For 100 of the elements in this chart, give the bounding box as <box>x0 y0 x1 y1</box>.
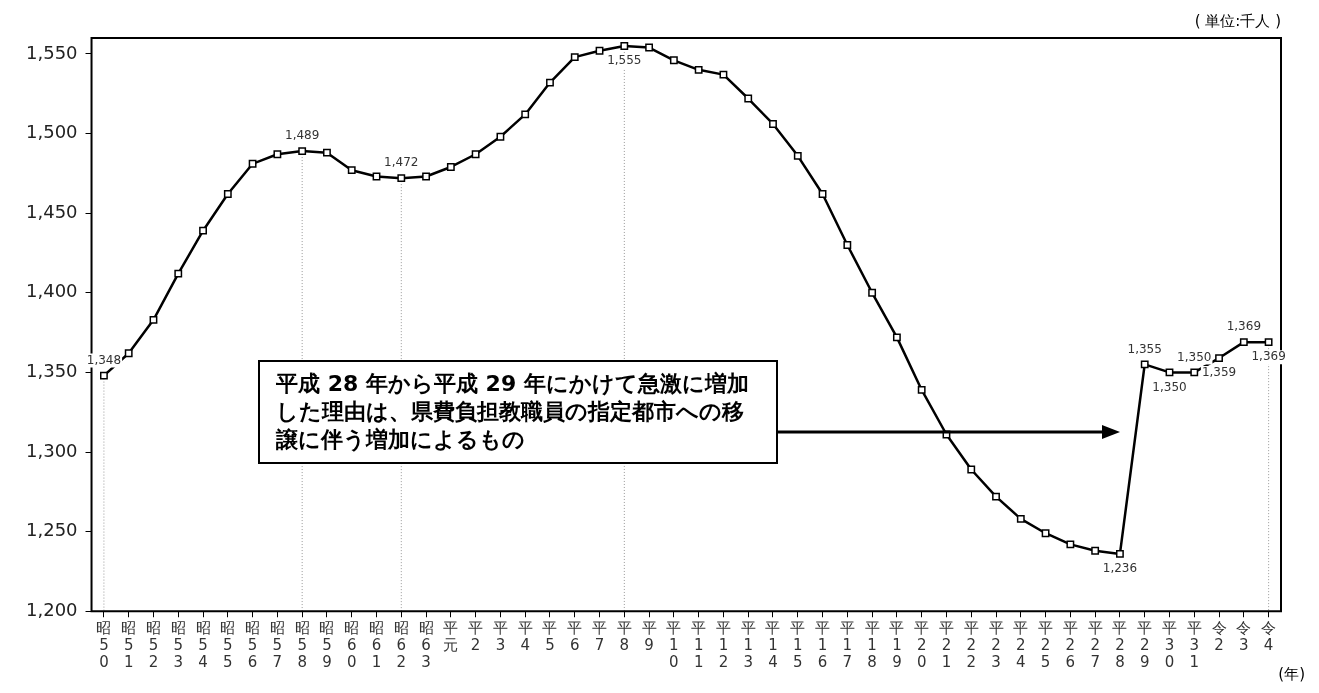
x-tick-label: 昭50 <box>96 618 112 672</box>
point <box>1066 540 1075 549</box>
y-tick-label: 1,400 <box>26 280 78 302</box>
point <box>298 147 307 155</box>
data-label: 1,489 <box>284 128 320 143</box>
point <box>149 315 158 324</box>
point <box>397 174 406 183</box>
x-tick-label: 昭58 <box>294 618 310 672</box>
x-tick-label: 平5 <box>542 618 558 655</box>
x-tick-label: 平27 <box>1087 618 1103 672</box>
x-tick-label: 平8 <box>616 618 632 655</box>
x-tick-label: 平13 <box>740 618 756 672</box>
point <box>521 110 530 119</box>
point <box>446 163 455 171</box>
x-tick-label: 平14 <box>765 618 781 672</box>
x-tick-label: 平7 <box>592 618 608 655</box>
point <box>620 42 629 50</box>
data-label: 1,555 <box>607 53 642 68</box>
x-tick-label: 平26 <box>1062 618 1078 672</box>
x-tick-label: 昭56 <box>245 618 261 672</box>
x-tick-label: 平23 <box>988 618 1004 672</box>
point <box>347 166 356 175</box>
y-tick-label: 1,300 <box>26 439 78 461</box>
data-label: 1,355 <box>1127 341 1162 356</box>
data-label: 1,350 <box>1152 379 1187 394</box>
x-tick-label: 平28 <box>1112 618 1128 672</box>
x-tick-label: 平15 <box>790 618 806 672</box>
point <box>669 56 678 65</box>
point <box>694 65 703 74</box>
point <box>744 94 753 103</box>
data-label: 1,369 <box>1226 319 1262 334</box>
point <box>595 46 604 55</box>
x-tick-label: 昭52 <box>145 618 161 672</box>
x-tick-label: 平17 <box>839 618 855 672</box>
data-label: 1,348 <box>86 352 122 367</box>
x-axis-title: (年) <box>1278 665 1305 684</box>
point <box>1239 338 1248 347</box>
point <box>124 349 133 358</box>
point <box>719 70 728 79</box>
x-tick-label: 平9 <box>641 618 657 655</box>
point <box>843 241 852 249</box>
x-tick-label: 平6 <box>567 618 583 655</box>
point <box>1215 354 1223 362</box>
point <box>868 288 877 297</box>
x-tick-label: 平11 <box>691 618 707 672</box>
x-tick-label: 平20 <box>914 618 930 672</box>
point <box>273 150 282 159</box>
point <box>496 132 505 141</box>
point <box>645 43 654 52</box>
y-tick-label: 1,450 <box>26 200 78 222</box>
data-label: 1,236 <box>1102 561 1138 576</box>
point <box>199 226 207 235</box>
point <box>967 465 976 474</box>
x-tick-label: 昭60 <box>344 618 360 672</box>
x-tick-label: 昭63 <box>418 618 434 672</box>
x-tick-label: 平3 <box>492 618 508 655</box>
x-tick-label: 昭53 <box>170 618 186 672</box>
point <box>1091 546 1100 555</box>
x-tick-label: 平24 <box>1013 618 1029 672</box>
x-tick-label: 平25 <box>1038 618 1054 672</box>
point <box>769 120 777 128</box>
point <box>1165 368 1174 377</box>
data-label: 1,359 <box>1201 365 1237 380</box>
data-label: 1,369 <box>1251 349 1286 364</box>
y-tick-label: 1,250 <box>26 519 78 541</box>
x-tick-label: 平31 <box>1186 618 1202 672</box>
x-tick-label: 昭51 <box>121 618 137 672</box>
x-tick-label: 平22 <box>963 618 979 672</box>
point <box>1041 529 1050 538</box>
x-tick-label: 平18 <box>864 618 880 672</box>
x-tick-label: 令2 <box>1211 618 1227 655</box>
x-tick-label: 平29 <box>1137 618 1153 672</box>
x-tick-label: 昭57 <box>269 618 285 672</box>
point <box>546 78 554 87</box>
x-tick-label: 令3 <box>1236 618 1252 655</box>
point <box>248 159 257 168</box>
x-tick-label: 昭62 <box>393 618 409 672</box>
y-tick-label: 1,200 <box>26 598 78 620</box>
x-tick-label: 昭61 <box>369 618 385 672</box>
x-tick-label: 平16 <box>815 618 831 672</box>
data-label: 1,350 <box>1177 349 1212 364</box>
point <box>892 333 901 342</box>
point <box>1016 514 1025 523</box>
x-tick-label: 昭59 <box>319 618 335 672</box>
x-tick-label: 平30 <box>1161 618 1177 672</box>
point <box>323 148 331 157</box>
point <box>1264 338 1273 347</box>
point <box>99 371 108 380</box>
x-tick-label: 令4 <box>1261 618 1277 655</box>
x-tick-label: 平12 <box>715 618 731 672</box>
point <box>1115 549 1124 558</box>
point <box>223 190 232 198</box>
point <box>992 492 1000 501</box>
data-label: 1,472 <box>384 155 419 170</box>
point <box>1140 360 1149 369</box>
point <box>1190 368 1199 377</box>
y-tick-label: 1,350 <box>26 360 78 382</box>
y-tick-label: 1,500 <box>26 121 78 143</box>
y-axis-title: ( 単位:千人 ) <box>1194 12 1281 31</box>
x-tick-label: 平元 <box>443 618 459 655</box>
